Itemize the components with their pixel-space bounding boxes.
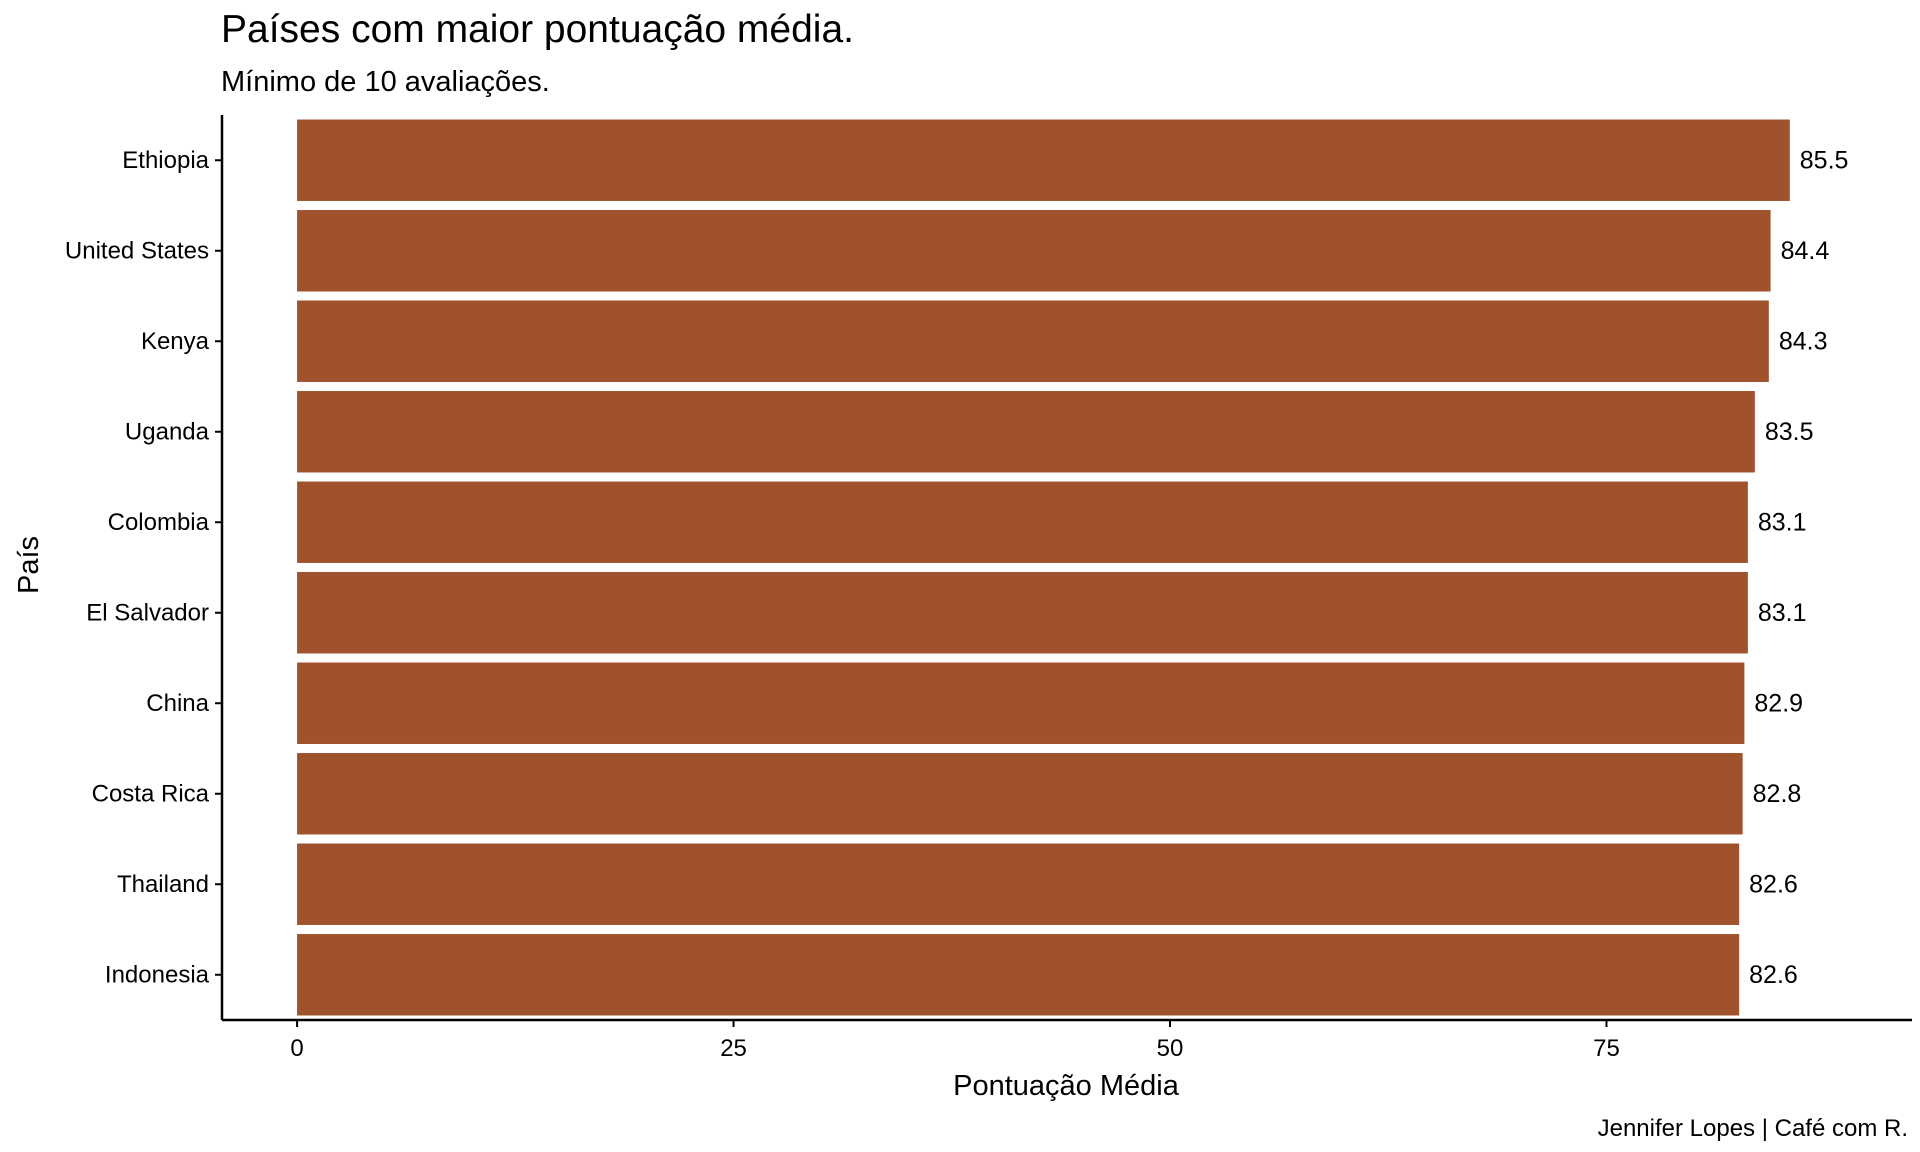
y-tick-label: Ethiopia	[122, 147, 209, 174]
chart-caption: Jennifer Lopes | Café com R.	[1598, 1115, 1908, 1142]
y-tick-label: China	[146, 690, 209, 717]
bar	[297, 391, 1755, 473]
bar-value-label: 83.5	[1765, 418, 1814, 446]
y-tick-label: Thailand	[117, 871, 209, 898]
x-tick-label: 75	[1593, 1035, 1620, 1062]
bar	[297, 572, 1748, 654]
y-tick-label: United States	[65, 237, 209, 264]
y-tick-label: Indonesia	[105, 961, 210, 988]
bar	[297, 210, 1771, 292]
bar-value-label: 82.6	[1749, 870, 1798, 898]
bar	[297, 662, 1745, 744]
x-axis-title: Pontuação Média	[953, 1070, 1180, 1102]
bars-layer	[297, 119, 1790, 1016]
y-tick-label: Costa Rica	[92, 780, 210, 807]
bar	[297, 300, 1769, 382]
bar-value-label: 82.9	[1754, 689, 1803, 717]
x-axis: 0 25 50 75	[222, 1018, 1912, 1062]
bar-value-label: 83.1	[1758, 508, 1807, 536]
chart-subtitle: Mínimo de 10 avaliações.	[221, 66, 550, 98]
bar-value-label: 85.5	[1800, 146, 1849, 174]
x-tick-label: 50	[1157, 1035, 1184, 1062]
bar	[297, 753, 1743, 835]
x-tick-label: 25	[720, 1035, 747, 1062]
y-tick-label: Kenya	[141, 328, 210, 355]
bar-value-label: 82.8	[1753, 780, 1802, 808]
bar-value-label: 83.1	[1758, 599, 1807, 627]
bar-value-label: 84.3	[1779, 327, 1828, 355]
bar	[297, 934, 1740, 1016]
bar	[297, 843, 1740, 925]
x-tick-label: 0	[290, 1035, 303, 1062]
bar	[297, 481, 1748, 563]
y-tick-label: El Salvador	[86, 599, 209, 626]
bar	[297, 119, 1790, 201]
y-tick-label: Uganda	[125, 418, 210, 445]
y-axis: Ethiopia United States Kenya Uganda Colombia…	[65, 115, 224, 1020]
value-labels-layer: 85.5 84.4 84.3 83.5 83.1 83.1 82.9 82.8 82.6 82.6	[1749, 146, 1848, 989]
y-axis-title: País	[13, 536, 45, 594]
bar-value-label: 84.4	[1781, 237, 1830, 265]
bar-value-label: 82.6	[1749, 961, 1798, 989]
y-tick-label: Colombia	[108, 509, 210, 536]
chart-title: Países com maior pontuação média.	[221, 8, 854, 51]
